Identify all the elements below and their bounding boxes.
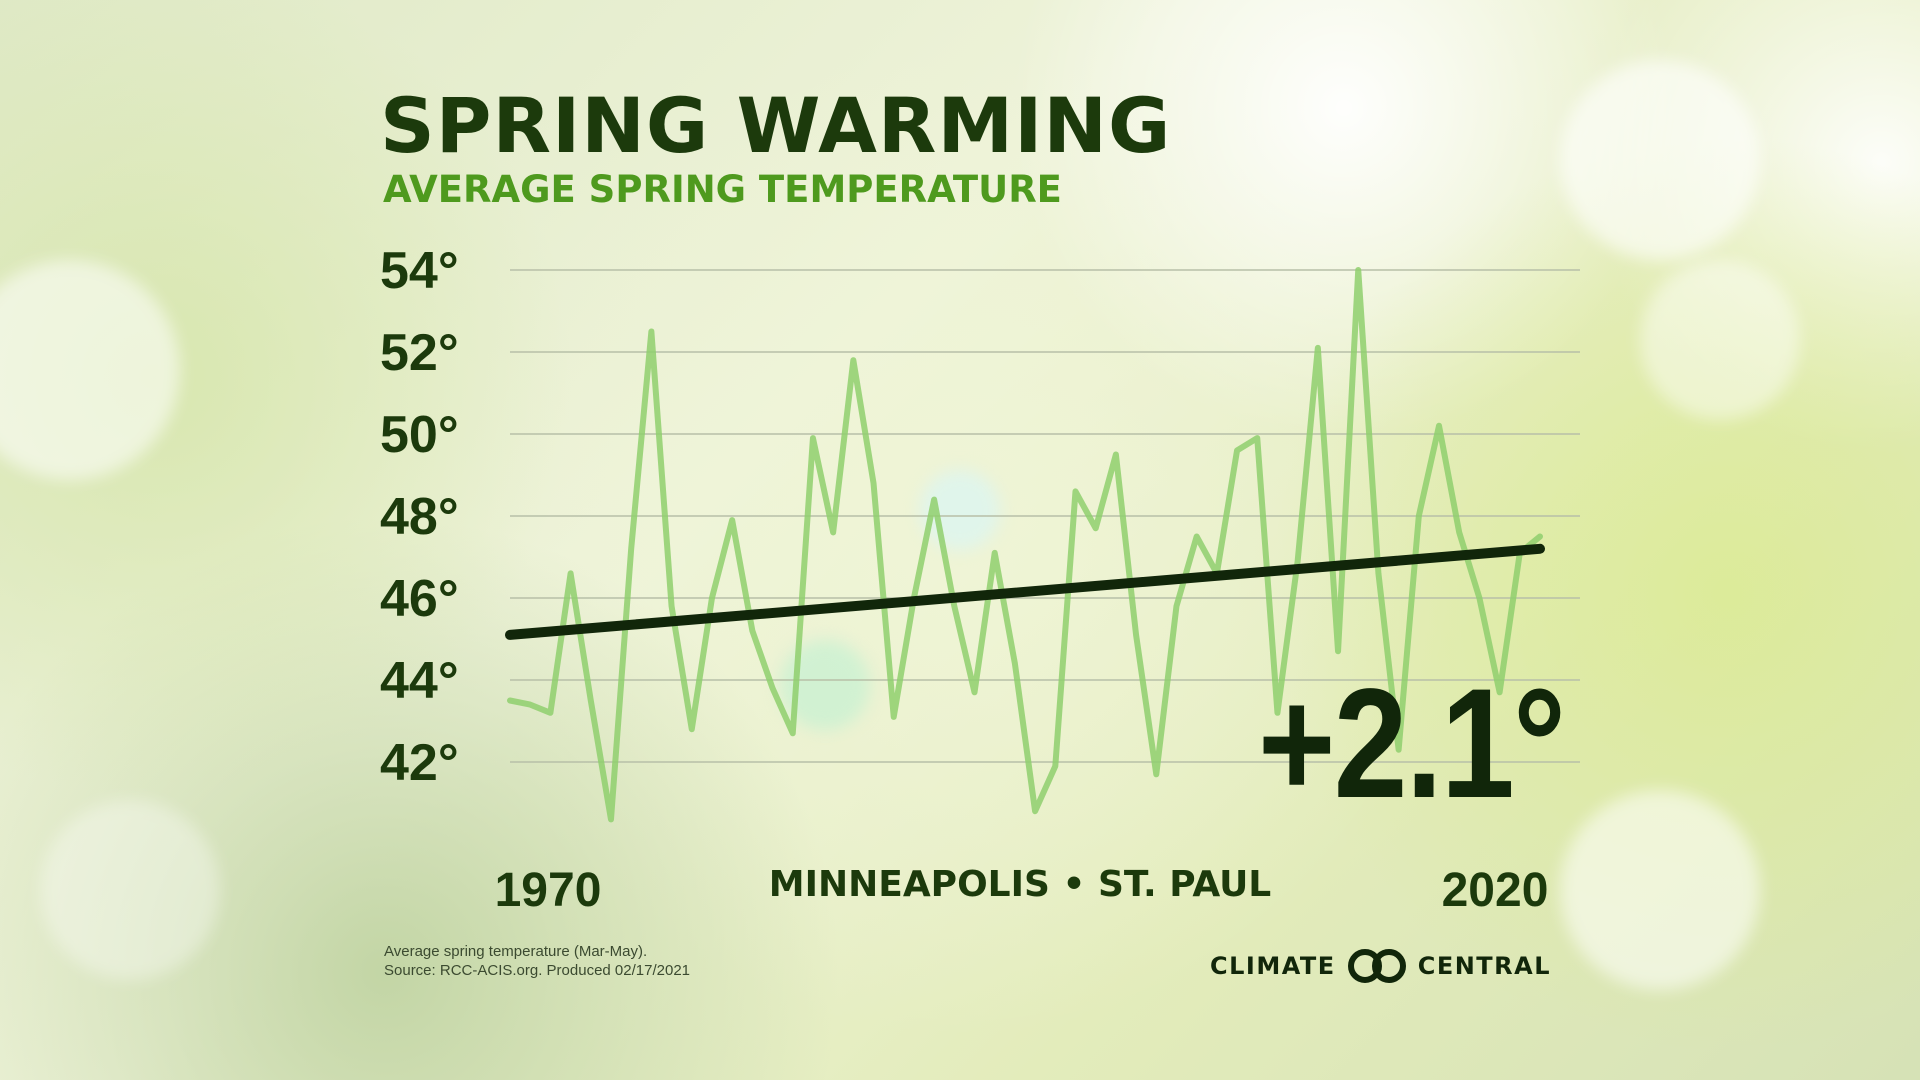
y-tick-label: 48° — [380, 488, 459, 546]
y-tick-label: 54° — [380, 242, 459, 300]
trend-line — [505, 543, 1545, 640]
bokeh-light — [1560, 790, 1760, 990]
footnote: Average spring temperature (Mar-May). So… — [384, 942, 690, 980]
series-temperature-line — [507, 267, 1543, 823]
y-tick-label: 46° — [380, 570, 459, 628]
bokeh-light — [0, 260, 180, 480]
y-tick-label: 42° — [380, 734, 459, 792]
x-tick-label-start: 1970 — [495, 864, 602, 917]
y-axis-ticks: 42° 44° 46° 48° 50° 52° 54° — [380, 242, 459, 792]
chart-title: SPRING WARMING — [380, 81, 1172, 170]
bokeh-light — [40, 800, 220, 980]
footnote-line-1: Average spring temperature (Mar-May). — [384, 943, 648, 960]
footnote-line-2: Source: RCC-ACIS.org. Produced 02/17/202… — [384, 962, 690, 979]
y-tick-label: 52° — [380, 324, 459, 382]
location-label: MINNEAPOLIS • ST. PAUL — [769, 864, 1272, 905]
logo-text-left: CLIMATE — [1210, 952, 1336, 980]
y-tick-label: 50° — [380, 406, 459, 464]
climate-central-logo: CLIMATE CENTRAL — [1210, 946, 1551, 986]
logo-rings-icon — [1347, 949, 1406, 983]
x-tick-label-end: 2020 — [1442, 864, 1549, 917]
y-tick-label: 44° — [380, 652, 459, 710]
logo-text-right: CENTRAL — [1417, 952, 1552, 980]
bokeh-light — [1640, 260, 1800, 420]
chart-subtitle: AVERAGE SPRING TEMPERATURE — [383, 168, 1062, 211]
bokeh-light — [1560, 60, 1760, 260]
temperature-change-annotation: +2.1° — [1258, 657, 1566, 831]
